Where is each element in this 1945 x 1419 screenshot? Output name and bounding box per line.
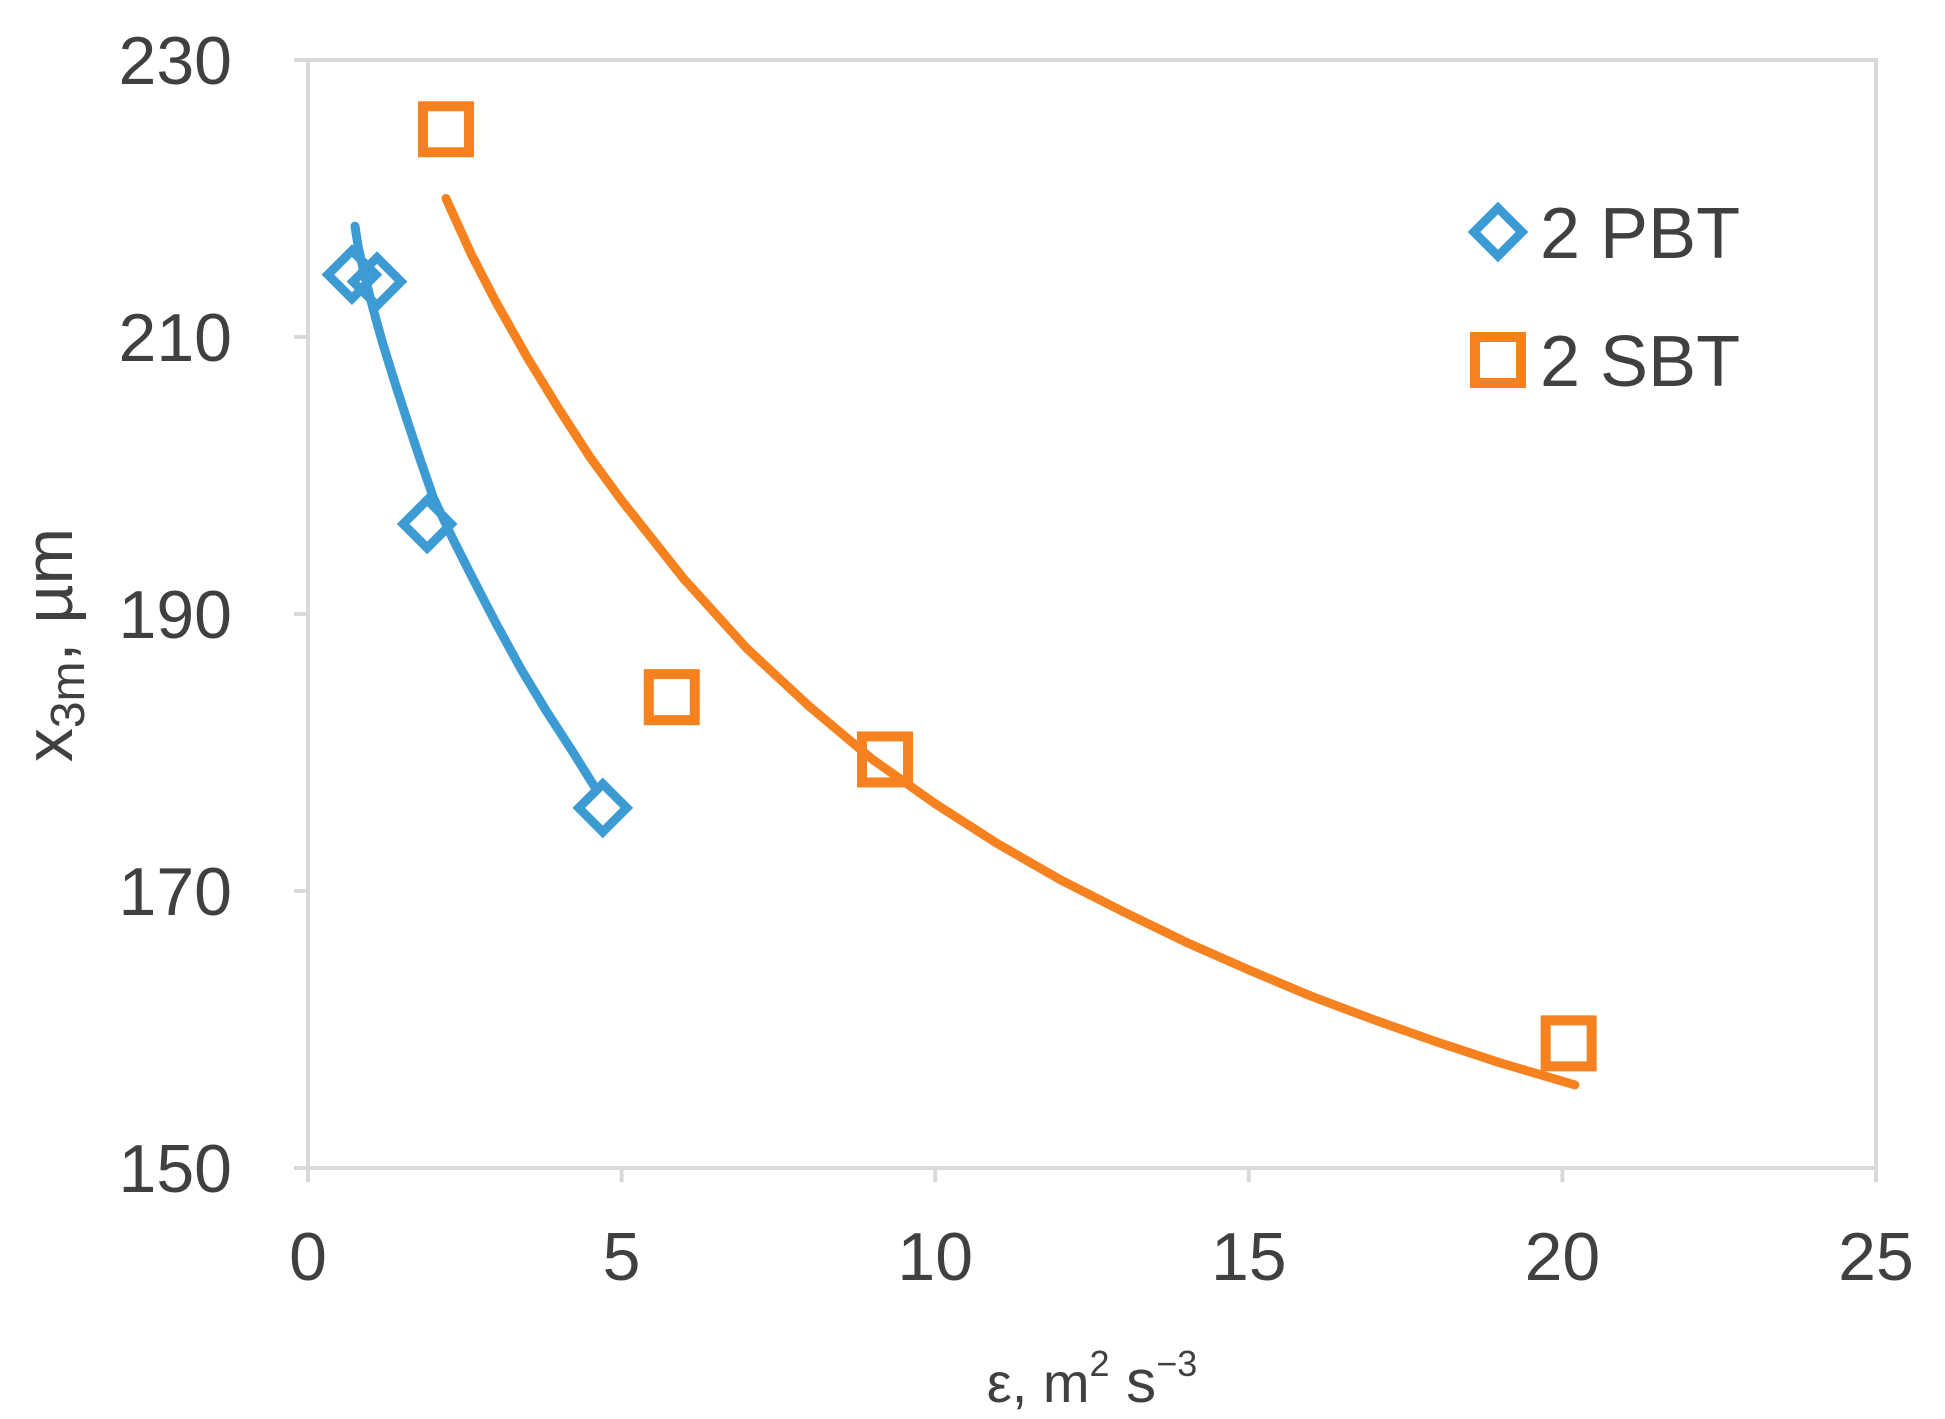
x-tick-label: 10 xyxy=(897,1219,973,1295)
x-tick-label: 5 xyxy=(603,1219,641,1295)
x-tick-label: 25 xyxy=(1838,1219,1914,1295)
x-tick-label: 20 xyxy=(1525,1219,1601,1295)
y-tick-label: 170 xyxy=(119,854,232,930)
data-point-2-sbt xyxy=(857,731,914,788)
y-tick-labels: 150 170 190 210 230 xyxy=(119,23,308,1207)
x-axis-title: ε, m2 s−3 xyxy=(987,1343,1197,1415)
fit-curves xyxy=(350,194,1580,1090)
legend-marker-2-pbt xyxy=(1467,201,1529,263)
y-tick-label: 150 xyxy=(119,1131,232,1207)
legend-marker-2-sbt xyxy=(1470,332,1526,388)
y-tick-label: 190 xyxy=(119,577,232,653)
data-markers xyxy=(321,101,1597,1072)
data-point-2-sbt xyxy=(643,669,700,726)
x-tick-label: 0 xyxy=(289,1219,327,1295)
legend-label: 2 SBT xyxy=(1540,322,1740,402)
y-axis-title: x3m, µm xyxy=(11,528,95,762)
data-point-2-pbt xyxy=(396,493,458,555)
fit-curve-2-sbt xyxy=(441,194,1580,1090)
data-point-2-pbt xyxy=(572,777,634,839)
data-point-2-pbt xyxy=(346,251,408,312)
legend-label: 2 PBT xyxy=(1540,194,1740,274)
data-point-2-sbt xyxy=(417,101,474,158)
x-tick-labels: 0 5 10 15 20 25 xyxy=(289,1168,1914,1295)
data-point-2-sbt xyxy=(1540,1015,1597,1072)
fit-curve-2-pbt xyxy=(350,221,601,795)
legend: 2 PBT 2 SBT xyxy=(1467,194,1740,402)
y-tick-label: 210 xyxy=(119,300,232,376)
x-tick-label: 15 xyxy=(1211,1219,1287,1295)
y-tick-label: 230 xyxy=(119,23,232,99)
